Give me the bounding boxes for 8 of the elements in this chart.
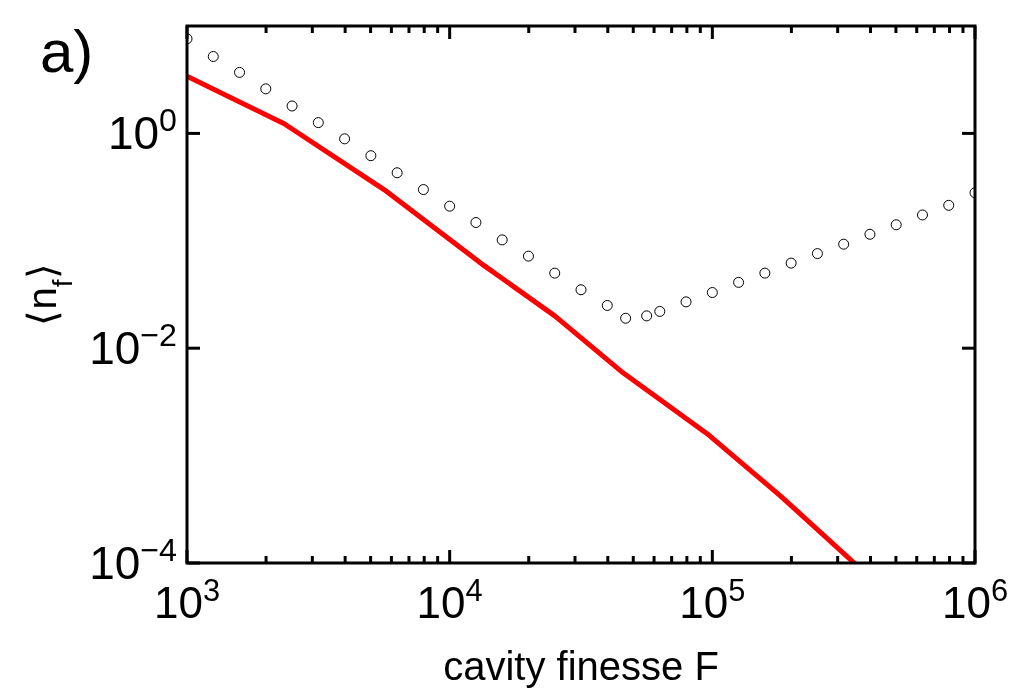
x-tick-label: 10$^{3}$ (153, 572, 221, 627)
y-tick-label: 10$^{−2}$ (89, 317, 177, 375)
x-tick-label: 10$^{6}$ (941, 572, 1009, 627)
y-tick-label: 10$^{0}$ (107, 102, 177, 160)
x-axis-title: cavity finesse F (443, 644, 719, 688)
x-tick-label: 10$^{4}$ (416, 572, 483, 627)
text: a) (40, 18, 94, 85)
x-tick-label: 10$^{5}$ (679, 572, 746, 627)
